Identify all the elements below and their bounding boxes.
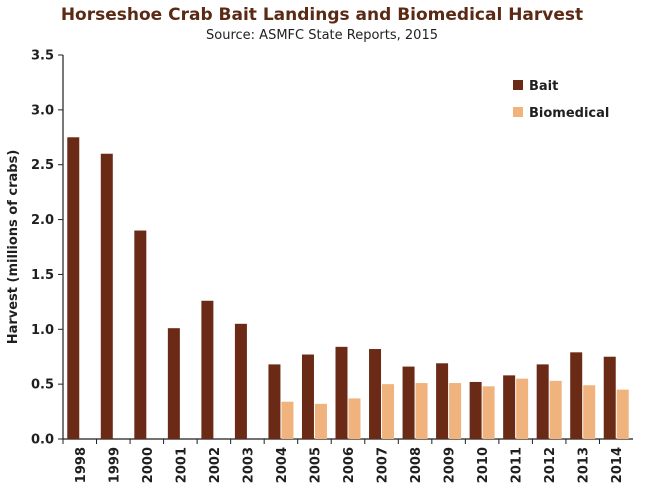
bar-series xyxy=(67,137,629,440)
bar-bait-2009 xyxy=(436,363,449,439)
bar-biomedical-2010 xyxy=(482,386,495,439)
legend-swatch-biomedical xyxy=(513,107,523,117)
bar-bait-2010 xyxy=(469,381,482,439)
y-axis-ticks: 0.0 0.5 1.0 1.5 2.0 2.5 3.0 3.5 xyxy=(31,49,63,448)
y-tick-label: 0.5 xyxy=(31,378,54,393)
x-tick-label: 1999 xyxy=(107,447,122,483)
x-tick-label: 1998 xyxy=(74,447,89,483)
x-tick-label: 2013 xyxy=(577,447,592,483)
bar-biomedical-2004 xyxy=(281,401,294,439)
x-tick-label: 2006 xyxy=(342,447,357,483)
chart-title: Horseshoe Crab Bait Landings and Biomedi… xyxy=(61,5,583,25)
y-tick-label: 1.5 xyxy=(31,268,54,283)
x-tick-label: 2005 xyxy=(308,447,323,483)
x-tick-label: 2008 xyxy=(409,447,424,483)
legend-label-biomedical: Biomedical xyxy=(529,106,609,121)
legend-label-bait: Bait xyxy=(529,79,558,94)
bar-bait-2013 xyxy=(570,352,583,439)
y-tick-label: 2.0 xyxy=(31,213,54,228)
bar-biomedical-2007 xyxy=(382,384,395,439)
legend: Bait Biomedical xyxy=(513,79,609,121)
x-tick-label: 2001 xyxy=(174,447,189,483)
legend-swatch-bait xyxy=(513,80,523,90)
bar-biomedical-2011 xyxy=(516,378,529,439)
bar-bait-2014 xyxy=(603,356,616,439)
x-tick-label: 2003 xyxy=(241,447,256,483)
x-tick-label: 2007 xyxy=(376,447,391,483)
bar-biomedical-2014 xyxy=(616,389,629,439)
y-axis-label: Harvest (millions of crabs) xyxy=(6,150,21,345)
x-tick-label: 2011 xyxy=(510,447,525,483)
bar-biomedical-2006 xyxy=(348,398,361,439)
bar-bait-1999 xyxy=(100,153,113,439)
bar-biomedical-2012 xyxy=(549,380,562,439)
bar-bait-2001 xyxy=(167,328,180,439)
bar-bait-2002 xyxy=(201,300,214,439)
x-tick-label: 2009 xyxy=(443,447,458,483)
bar-bait-2007 xyxy=(369,349,382,439)
bar-bait-2012 xyxy=(536,364,549,439)
bar-biomedical-2005 xyxy=(314,403,327,439)
chart-subtitle: Source: ASMFC State Reports, 2015 xyxy=(206,28,438,43)
y-tick-label: 0.0 xyxy=(31,433,54,448)
bar-bait-2004 xyxy=(268,364,281,439)
bar-bait-2003 xyxy=(234,323,247,439)
x-tick-label: 2004 xyxy=(275,447,290,483)
y-tick-label: 1.0 xyxy=(31,323,54,338)
x-tick-label: 2002 xyxy=(208,447,223,483)
x-tick-label: 2010 xyxy=(476,447,491,483)
x-tick-label: 2012 xyxy=(543,447,558,483)
bar-bait-2006 xyxy=(335,346,348,439)
x-axis-ticks: 1998 1999 2000 2001 2002 2003 2004 2005 2006 2007… xyxy=(62,439,625,483)
y-tick-label: 3.0 xyxy=(31,103,54,118)
x-tick-label: 2000 xyxy=(141,447,156,483)
bar-biomedical-2009 xyxy=(449,383,462,439)
y-tick-label: 3.5 xyxy=(31,49,54,64)
y-tick-label: 2.5 xyxy=(31,158,54,173)
bar-bait-2011 xyxy=(503,375,516,439)
bar-biomedical-2008 xyxy=(415,383,428,439)
bar-bait-1998 xyxy=(67,137,80,440)
bar-bait-2008 xyxy=(402,366,415,439)
bar-bait-2000 xyxy=(134,230,147,439)
bar-biomedical-2013 xyxy=(583,385,596,439)
x-tick-label: 2014 xyxy=(610,447,625,483)
bar-bait-2005 xyxy=(301,354,314,439)
